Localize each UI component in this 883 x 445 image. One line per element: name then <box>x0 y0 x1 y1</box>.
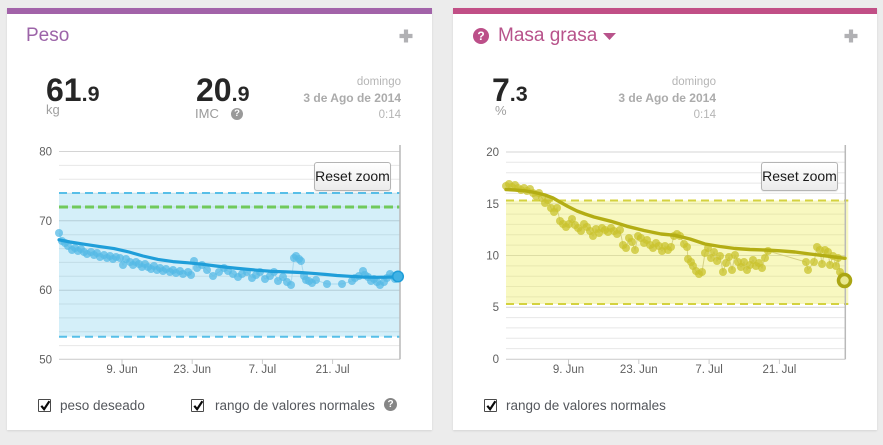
svg-text:15: 15 <box>486 199 499 211</box>
svg-text:0: 0 <box>493 354 499 366</box>
svg-text:7. Jul: 7. Jul <box>249 364 277 376</box>
svg-text:7. Jul: 7. Jul <box>695 364 723 376</box>
svg-text:80: 80 <box>39 147 52 159</box>
svg-text:50: 50 <box>39 355 52 367</box>
svg-text:70: 70 <box>39 216 52 228</box>
svg-text:21. Jul: 21. Jul <box>316 364 350 376</box>
svg-text:23. Jun: 23. Jun <box>620 364 658 376</box>
svg-text:20: 20 <box>486 147 499 159</box>
svg-text:23. Jun: 23. Jun <box>173 364 211 376</box>
svg-text:60: 60 <box>39 285 52 297</box>
svg-text:21. Jul: 21. Jul <box>762 364 796 376</box>
svg-text:9. Jun: 9. Jun <box>553 364 584 376</box>
svg-text:10: 10 <box>486 251 499 263</box>
svg-text:9. Jun: 9. Jun <box>106 364 137 376</box>
svg-text:5: 5 <box>493 302 499 314</box>
